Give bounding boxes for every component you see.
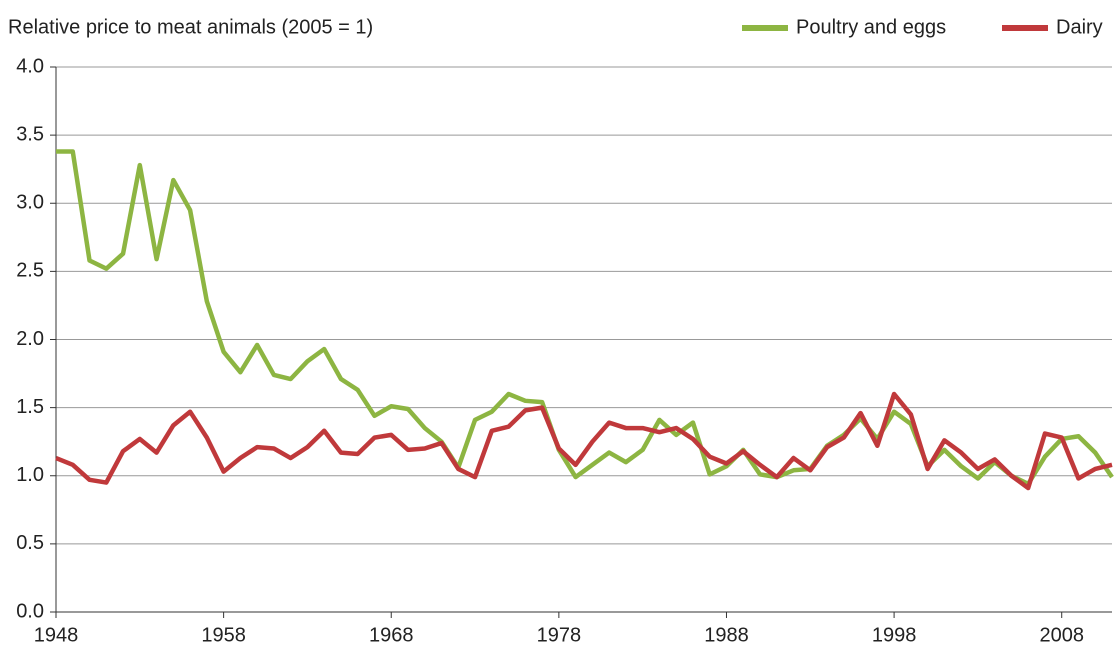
x-tick-label: 1988: [704, 624, 749, 646]
y-tick-label: 3.5: [16, 123, 44, 145]
x-tick-label: 1978: [537, 624, 582, 646]
y-tick-label: 2.0: [16, 328, 44, 350]
x-tick-label: 1998: [872, 624, 917, 646]
x-tick-label: 2008: [1039, 624, 1084, 646]
x-tick-label: 1968: [369, 624, 414, 646]
y-tick-label: 4.0: [16, 55, 44, 77]
y-axis-label: Relative price to meat animals (2005 = 1…: [8, 16, 373, 38]
y-tick-label: 0.0: [16, 600, 44, 622]
x-tick-label: 1948: [34, 624, 79, 646]
y-tick-label: 1.0: [16, 464, 44, 486]
data-line: [56, 149, 1114, 487]
legend-label: Poultry and eggs: [796, 16, 946, 38]
data-line: [55, 391, 1113, 491]
y-tick-label: 1.5: [16, 396, 44, 418]
y-tick-label: 3.0: [16, 192, 44, 214]
legend-label: Dairy: [1056, 16, 1103, 38]
y-tick-label: 0.5: [16, 532, 44, 554]
x-tick-label: 1958: [201, 624, 246, 646]
y-tick-label: 2.5: [16, 260, 44, 282]
